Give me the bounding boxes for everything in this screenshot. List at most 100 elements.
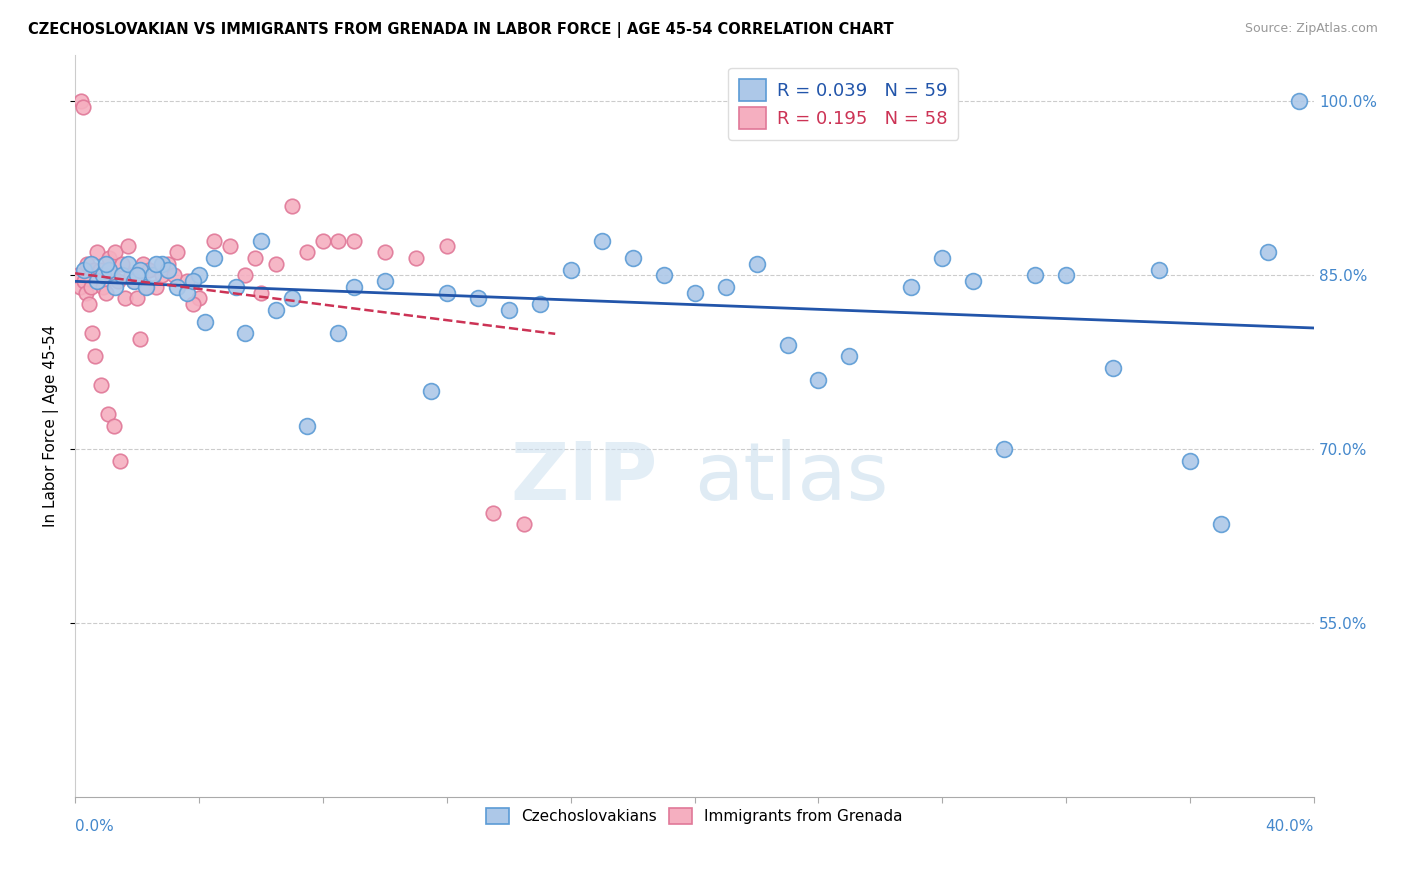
Point [86, 274, 108, 288]
Point [166, 280, 188, 294]
Point [145, 257, 167, 271]
Point [188, 292, 211, 306]
Point [962, 274, 984, 288]
Point [1288, 95, 1310, 109]
Point [94, 257, 117, 271]
Point [110, 268, 132, 283]
Point [250, 234, 273, 248]
Point [838, 350, 860, 364]
Point [97, 408, 120, 422]
Point [104, 245, 127, 260]
Legend: Czechoslovakians, Immigrants from Grenada: Czechoslovakians, Immigrants from Grenad… [479, 802, 910, 830]
Point [243, 251, 266, 265]
Point [117, 257, 139, 271]
Point [91, 268, 114, 283]
Point [328, 234, 350, 248]
Point [266, 303, 288, 318]
Point [498, 303, 520, 318]
Point [204, 251, 226, 265]
Point [138, 262, 160, 277]
Point [101, 268, 124, 283]
Point [94, 285, 117, 300]
Point [135, 280, 157, 294]
Point [141, 268, 163, 283]
Point [312, 234, 335, 248]
Point [89, 262, 111, 277]
Point [560, 262, 582, 277]
Point [652, 268, 675, 283]
Text: Source: ZipAtlas.com: Source: ZipAtlas.com [1244, 22, 1378, 36]
Point [117, 239, 139, 253]
Point [176, 285, 198, 300]
Point [776, 338, 799, 352]
Point [110, 257, 132, 271]
Point [98, 251, 121, 265]
Point [1101, 361, 1123, 376]
Point [150, 257, 173, 271]
Point [150, 268, 173, 283]
Point [1211, 517, 1233, 532]
Point [297, 245, 319, 260]
Point [103, 419, 125, 434]
Point [156, 262, 179, 277]
Point [104, 280, 127, 294]
Point [79, 257, 101, 271]
Text: CZECHOSLOVAKIAN VS IMMIGRANTS FROM GRENADA IN LABOR FORCE | AGE 45-54 CORRELATIO: CZECHOSLOVAKIAN VS IMMIGRANTS FROM GRENA… [28, 22, 894, 38]
Point [235, 268, 257, 283]
Point [343, 280, 366, 294]
Point [188, 268, 211, 283]
Point [72, 100, 94, 114]
Point [1180, 454, 1202, 468]
Point [683, 285, 706, 300]
Point [107, 274, 129, 288]
Point [343, 234, 366, 248]
Point [67, 268, 90, 283]
Point [1054, 268, 1077, 283]
Point [420, 384, 443, 399]
Point [163, 268, 186, 283]
Point [714, 280, 737, 294]
Point [82, 326, 104, 341]
Point [266, 257, 288, 271]
Point [993, 442, 1015, 457]
Point [1257, 245, 1279, 260]
Point [129, 332, 152, 346]
Point [194, 315, 217, 329]
Point [135, 280, 157, 294]
Point [225, 280, 247, 294]
Point [181, 297, 204, 311]
Y-axis label: In Labor Force | Age 45-54: In Labor Force | Age 45-54 [44, 325, 59, 527]
Point [156, 257, 179, 271]
Point [482, 506, 505, 520]
Point [125, 292, 148, 306]
Point [166, 245, 188, 260]
Point [807, 373, 830, 387]
Text: ZIP: ZIP [510, 439, 658, 516]
Point [91, 280, 114, 294]
Point [70, 95, 93, 109]
Point [120, 268, 142, 283]
Point [114, 292, 136, 306]
Point [73, 274, 96, 288]
Point [931, 251, 953, 265]
Point [129, 262, 152, 277]
Point [436, 239, 458, 253]
Point [86, 245, 108, 260]
Point [132, 257, 155, 271]
Point [621, 251, 644, 265]
Point [83, 262, 105, 277]
Point [108, 454, 131, 468]
Point [513, 517, 536, 532]
Point [374, 274, 396, 288]
Point [69, 280, 91, 294]
Point [529, 297, 551, 311]
Point [181, 274, 204, 288]
Point [79, 280, 101, 294]
Text: atlas: atlas [695, 439, 889, 516]
Point [281, 199, 304, 213]
Point [591, 234, 613, 248]
Point [467, 292, 489, 306]
Point [77, 297, 100, 311]
Text: 40.0%: 40.0% [1265, 819, 1315, 834]
Point [436, 285, 458, 300]
